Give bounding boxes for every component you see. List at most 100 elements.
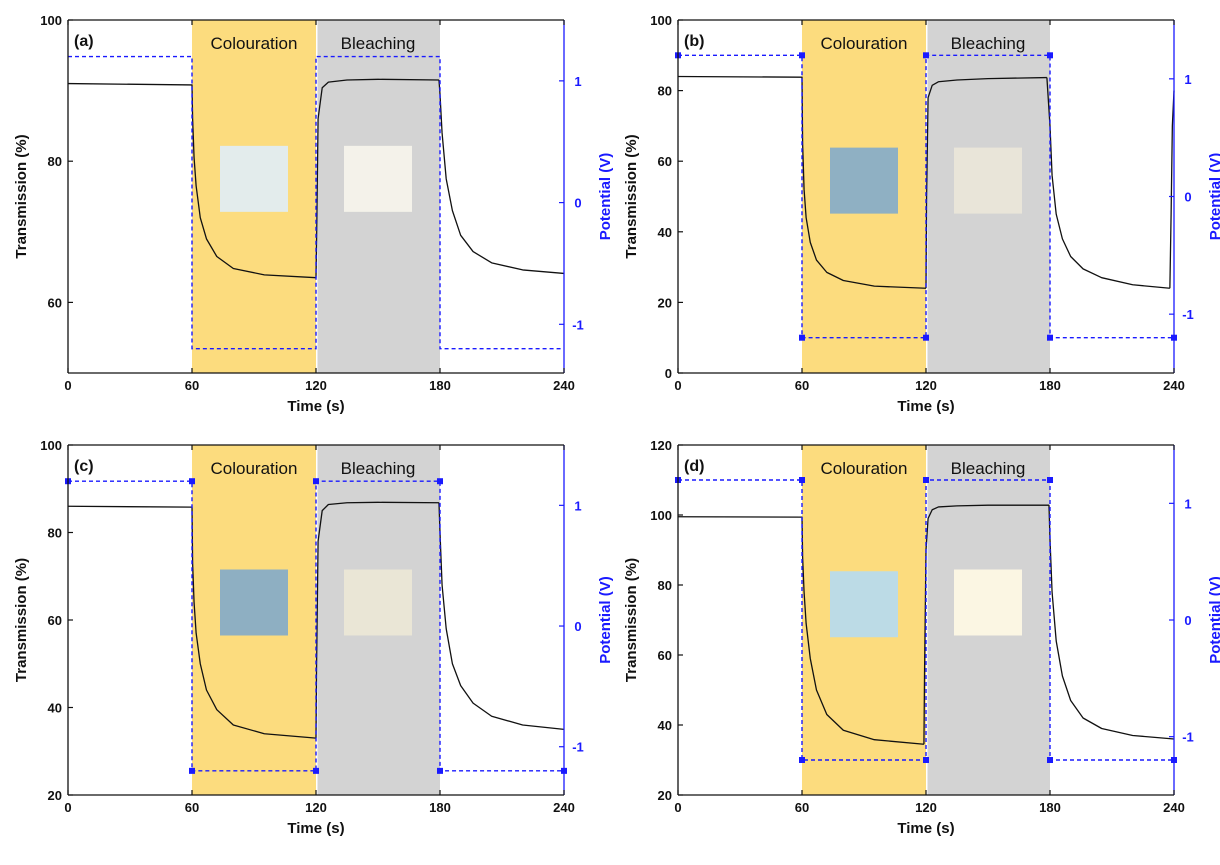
sample-swatch-coloured	[220, 569, 288, 636]
y2-tick-label: -1	[572, 740, 584, 755]
y-tick-label: 100	[650, 13, 672, 28]
potential-marker	[1047, 477, 1053, 483]
y-tick-label: 60	[48, 295, 62, 310]
panel-label: (c)	[74, 458, 94, 475]
bleaching-label: Bleaching	[951, 459, 1026, 478]
colouration-label: Colouration	[211, 34, 298, 53]
potential-marker	[799, 477, 805, 483]
potential-marker	[799, 757, 805, 763]
chart-panel-c: Colouration Bleaching 0 60 120 180 240 20 40 60 80…	[13, 438, 614, 837]
y2-tick-label: -1	[572, 317, 584, 332]
sample-swatch-coloured	[220, 145, 288, 212]
x-tick-label: 180	[429, 800, 451, 815]
y-tick-label: 80	[658, 84, 672, 99]
y-tick-label: 60	[658, 648, 672, 663]
potential-marker	[799, 334, 805, 341]
potential-marker	[923, 52, 929, 59]
x-tick-label: 120	[305, 378, 327, 393]
figure: Colouration Bleaching 0 60 120 180 240 60 80 100-…	[13, 13, 1220, 837]
colouration-label: Colouration	[211, 459, 298, 478]
potential-line	[68, 55, 564, 350]
sample-swatch-bleached	[344, 145, 412, 212]
y-tick-label: 60	[658, 154, 672, 169]
x-tick-label: 0	[64, 800, 71, 815]
chart-panel-a: Colouration Bleaching 0 60 120 180 240 60 80 100 -…	[13, 13, 614, 415]
x-tick-label: 120	[305, 800, 327, 815]
y-tick-label: 20	[48, 788, 62, 803]
x-tick-label: 240	[553, 800, 575, 815]
potential-line	[68, 480, 564, 772]
bleaching-label: Bleaching	[341, 34, 416, 53]
transmission-line	[923, 504, 1049, 745]
potential-marker	[1047, 52, 1053, 59]
x-axis-title: Time (s)	[287, 820, 344, 837]
chart-panel-b: Colouration Bleaching 0 60 120 180 240 0 20 40 60 8…	[623, 13, 1220, 415]
x-tick-label: 120	[915, 800, 937, 815]
transmission-line	[438, 502, 565, 731]
transmission-line	[315, 501, 439, 739]
potential-line	[678, 54, 1174, 339]
potential-marker	[923, 757, 929, 763]
y-tick-label: 80	[48, 526, 62, 541]
y2-tick-label: 0	[574, 619, 581, 634]
panel-label: (a)	[74, 33, 94, 50]
sample-swatch-coloured	[830, 571, 898, 638]
x-tick-label: 0	[674, 800, 681, 815]
potential-marker	[799, 52, 805, 59]
x-axis-title: Time (s)	[897, 398, 954, 415]
transmission-line	[1048, 505, 1175, 740]
y2-tick-label: 1	[1184, 72, 1191, 87]
y2-tick-label: 1	[574, 74, 581, 89]
y2-axis-title: Potential (V)	[597, 576, 614, 664]
y2-tick-label: 1	[1184, 496, 1191, 511]
y2-tick-label: -1	[1182, 307, 1194, 322]
panel-label: (d)	[684, 458, 704, 475]
y-tick-label: 80	[48, 154, 62, 169]
potential-marker	[313, 767, 319, 774]
y-axis-title: Transmission (%)	[623, 558, 640, 682]
y2-axis-title: Potential (V)	[1207, 153, 1220, 241]
panel-label: (b)	[684, 33, 704, 50]
y-tick-label: 0	[665, 366, 672, 381]
y-tick-label: 100	[40, 13, 62, 28]
x-tick-label: 0	[64, 378, 71, 393]
y-axis-title: Transmission (%)	[623, 134, 640, 258]
y-tick-label: 100	[650, 508, 672, 523]
chart-panel-d: Colouration Bleaching 0 60 120 180 240 20 40 60 80…	[623, 438, 1220, 837]
y-tick-label: 100	[40, 438, 62, 453]
x-axis-title: Time (s)	[287, 398, 344, 415]
y-axis-title: Transmission (%)	[13, 558, 30, 682]
sample-swatch-bleached	[344, 569, 412, 636]
y2-tick-label: 0	[1184, 613, 1191, 628]
colouration-label: Colouration	[821, 34, 908, 53]
y2-axis-title: Potential (V)	[1207, 576, 1220, 664]
x-tick-label: 240	[1163, 800, 1185, 815]
potential-marker	[437, 478, 443, 485]
y-tick-label: 40	[48, 701, 62, 716]
transmission-line	[1169, 90, 1175, 289]
x-tick-label: 60	[795, 378, 809, 393]
x-tick-label: 60	[795, 800, 809, 815]
y-axis-title: Transmission (%)	[13, 134, 30, 258]
x-tick-label: 60	[185, 378, 199, 393]
y2-tick-label: 0	[1184, 190, 1191, 205]
potential-line	[678, 479, 1174, 761]
transmission-line	[438, 79, 565, 275]
bleaching-label: Bleaching	[951, 34, 1026, 53]
potential-marker	[189, 767, 195, 774]
y2-axis-title: Potential (V)	[597, 153, 614, 241]
sample-swatch-coloured	[830, 147, 898, 214]
x-axis-title: Time (s)	[897, 820, 954, 837]
y-tick-label: 40	[658, 718, 672, 733]
y2-tick-label: -1	[1182, 730, 1194, 745]
transmission-line	[677, 516, 924, 745]
x-tick-label: 180	[429, 378, 451, 393]
bleaching-label: Bleaching	[341, 459, 416, 478]
y-tick-label: 120	[650, 438, 672, 453]
potential-marker	[189, 478, 195, 485]
x-tick-label: 240	[553, 378, 575, 393]
potential-marker	[437, 767, 443, 774]
transmission-line	[315, 78, 439, 278]
x-tick-label: 180	[1039, 800, 1061, 815]
y-tick-label: 20	[658, 295, 672, 310]
